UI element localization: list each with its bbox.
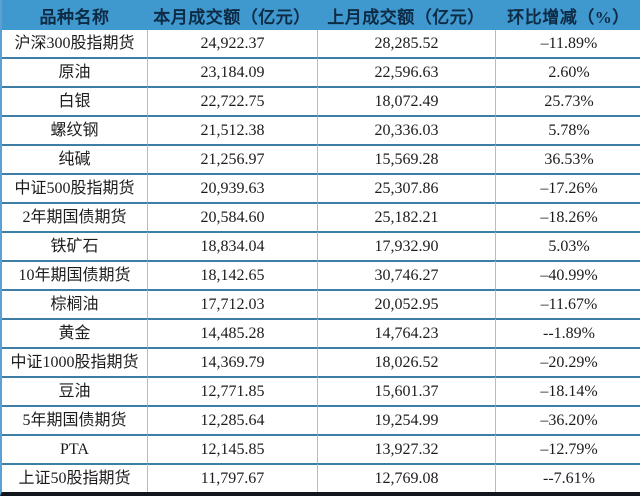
product-name-cell: 螺纹钢 [2, 114, 147, 144]
current-month-cell: 14,369.79 [147, 346, 317, 376]
table-row: 螺纹钢 21,512.38 20,336.03 5.78% [2, 114, 640, 144]
product-name-cell: 原油 [2, 56, 147, 86]
table-row: 铁矿石 18,834.04 17,932.90 5.03% [2, 230, 640, 260]
current-month-cell: 20,584.60 [147, 201, 317, 231]
mom-change-cell: –11.67% [495, 288, 640, 318]
mom-change-cell: –20.29% [495, 346, 640, 376]
header-previous-month-turnover: 上月成交额（亿元） [317, 0, 495, 30]
previous-month-cell: 20,052.95 [317, 288, 495, 318]
previous-month-cell: 13,927.32 [317, 433, 495, 463]
product-name-cell: 2年期国债期货 [2, 201, 147, 231]
table-row: 中证1000股指期货 14,369.79 18,026.52 –20.29% [2, 346, 640, 376]
previous-month-cell: 30,746.27 [317, 259, 495, 289]
previous-month-cell: 15,601.37 [317, 375, 495, 405]
product-name-cell: 沪深300股指期货 [2, 30, 147, 57]
table-row: 白银 22,722.75 18,072.49 25.73% [2, 85, 640, 115]
table-row: 上证50股指期货 11,797.67 12,769.08 --7.61% [2, 462, 640, 492]
product-name-cell: 10年期国债期货 [2, 259, 147, 289]
mom-change-cell: 25.73% [495, 85, 640, 115]
product-name-cell: 纯碱 [2, 143, 147, 173]
table-body: 沪深300股指期货 24,922.37 28,285.52 –11.89% 原油 23,1… [2, 30, 640, 492]
previous-month-cell: 17,932.90 [317, 230, 495, 260]
previous-month-cell: 25,307.86 [317, 172, 495, 202]
mom-change-cell: –11.89% [495, 30, 640, 57]
mom-change-cell: --7.61% [495, 462, 640, 492]
product-name-cell: 棕榈油 [2, 288, 147, 318]
mom-change-cell: 5.78% [495, 114, 640, 144]
mom-change-cell: –12.79% [495, 433, 640, 463]
table-row: 原油 23,184.09 22,596.63 2.60% [2, 56, 640, 86]
mom-change-cell: –18.26% [495, 201, 640, 231]
mom-change-cell: --1.89% [495, 317, 640, 347]
previous-month-cell: 28,285.52 [317, 30, 495, 57]
current-month-cell: 12,771.85 [147, 375, 317, 405]
table-row: 黄金 14,485.28 14,764.23 --1.89% [2, 317, 640, 347]
previous-month-cell: 22,596.63 [317, 56, 495, 86]
current-month-cell: 21,256.97 [147, 143, 317, 173]
header-mom-change: 环比增减（%） [495, 0, 640, 30]
product-name-cell: 上证50股指期货 [2, 462, 147, 492]
table-row: 纯碱 21,256.97 15,569.28 36.53% [2, 143, 640, 173]
current-month-cell: 22,722.75 [147, 85, 317, 115]
product-name-cell: 5年期国债期货 [2, 404, 147, 434]
table-row: 5年期国债期货 12,285.64 19,254.99 –36.20% [2, 404, 640, 434]
product-name-cell: 中证500股指期货 [2, 172, 147, 202]
mom-change-cell: 2.60% [495, 56, 640, 86]
product-name-cell: 黄金 [2, 317, 147, 347]
current-month-cell: 23,184.09 [147, 56, 317, 86]
mom-change-cell: 36.53% [495, 143, 640, 173]
mom-change-cell: –40.99% [495, 259, 640, 289]
table-row: 豆油 12,771.85 15,601.37 –18.14% [2, 375, 640, 405]
product-name-cell: 中证1000股指期货 [2, 346, 147, 376]
previous-month-cell: 18,026.52 [317, 346, 495, 376]
product-name-cell: 铁矿石 [2, 230, 147, 260]
current-month-cell: 24,922.37 [147, 30, 317, 57]
table-row: 棕榈油 17,712.03 20,052.95 –11.67% [2, 288, 640, 318]
table-row: 沪深300股指期货 24,922.37 28,285.52 –11.89% [2, 30, 640, 57]
previous-month-cell: 15,569.28 [317, 143, 495, 173]
current-month-cell: 18,834.04 [147, 230, 317, 260]
table-row: 10年期国债期货 18,142.65 30,746.27 –40.99% [2, 259, 640, 289]
product-name-cell: 豆油 [2, 375, 147, 405]
mom-change-cell: –36.20% [495, 404, 640, 434]
product-name-cell: 白银 [2, 85, 147, 115]
current-month-cell: 12,285.64 [147, 404, 317, 434]
previous-month-cell: 25,182.21 [317, 201, 495, 231]
previous-month-cell: 14,764.23 [317, 317, 495, 347]
header-product-name: 品种名称 [2, 0, 147, 30]
previous-month-cell: 12,769.08 [317, 462, 495, 492]
current-month-cell: 18,142.65 [147, 259, 317, 289]
mom-change-cell: –17.26% [495, 172, 640, 202]
product-name-cell: PTA [2, 433, 147, 463]
table-row: PTA 12,145.85 13,927.32 –12.79% [2, 433, 640, 463]
previous-month-cell: 18,072.49 [317, 85, 495, 115]
current-month-cell: 14,485.28 [147, 317, 317, 347]
current-month-cell: 11,797.67 [147, 462, 317, 492]
mom-change-cell: 5.03% [495, 230, 640, 260]
previous-month-cell: 19,254.99 [317, 404, 495, 434]
current-month-cell: 17,712.03 [147, 288, 317, 318]
current-month-cell: 12,145.85 [147, 433, 317, 463]
table-row: 2年期国债期货 20,584.60 25,182.21 –18.26% [2, 201, 640, 231]
table-header-row: 品种名称 本月成交额（亿元） 上月成交额（亿元） 环比增减（%） [2, 0, 640, 30]
table-row: 中证500股指期货 20,939.63 25,307.86 –17.26% [2, 172, 640, 202]
header-current-month-turnover: 本月成交额（亿元） [147, 0, 317, 30]
current-month-cell: 20,939.63 [147, 172, 317, 202]
current-month-cell: 21,512.38 [147, 114, 317, 144]
mom-change-cell: –18.14% [495, 375, 640, 405]
previous-month-cell: 20,336.03 [317, 114, 495, 144]
